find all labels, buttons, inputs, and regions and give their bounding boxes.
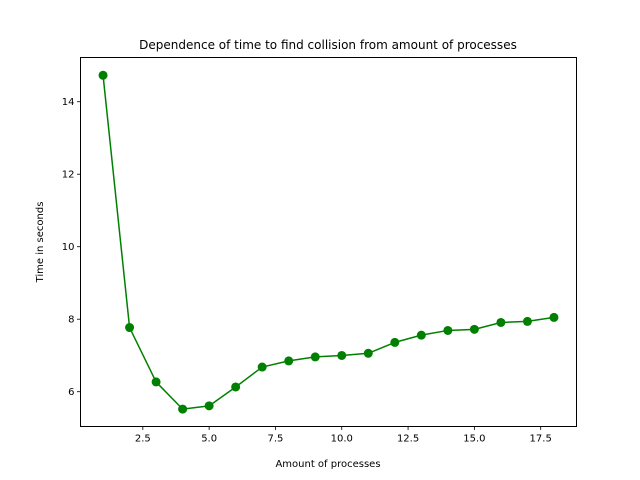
- y-tick-label: 8: [68, 315, 74, 326]
- data-point: [98, 70, 108, 80]
- x-tick-label: 5.0: [201, 434, 217, 445]
- plot-area: [98, 70, 559, 414]
- x-axis-label: Amount of processes: [275, 459, 380, 470]
- plot-frame: [80, 57, 577, 427]
- data-point: [204, 401, 214, 411]
- y-tick-label: 12: [62, 170, 75, 181]
- data-point: [416, 330, 426, 340]
- x-tick-label: 15.0: [463, 434, 485, 445]
- series-line: [102, 75, 555, 410]
- x-tick-label: 17.5: [530, 434, 552, 445]
- x-tick-label: 7.5: [267, 434, 283, 445]
- data-point: [231, 382, 241, 392]
- data-point: [257, 362, 267, 372]
- y-tick-label: 14: [62, 97, 75, 108]
- data-point: [310, 352, 320, 362]
- x-axis: 2.5 5.0 7.5 10.0 12.5 15.0 17.5: [135, 426, 552, 445]
- x-tick-label: 10.0: [331, 434, 353, 445]
- data-point: [496, 317, 506, 327]
- data-point: [151, 377, 161, 387]
- y-tick-label: 10: [62, 242, 75, 253]
- data-point: [469, 324, 479, 334]
- data-point: [522, 316, 532, 326]
- y-tick-label: 6: [68, 387, 74, 398]
- data-point: [337, 350, 347, 360]
- data-point: [363, 348, 373, 358]
- x-tick-label: 2.5: [135, 434, 151, 445]
- y-axis-label: Time in seconds: [35, 202, 46, 284]
- y-axis: 6 8 10 12 14: [62, 97, 81, 398]
- data-point: [125, 323, 135, 333]
- data-point: [549, 312, 559, 322]
- x-tick-label: 12.5: [397, 434, 419, 445]
- data-point: [178, 404, 188, 414]
- data-point: [443, 325, 453, 335]
- data-point: [284, 356, 294, 366]
- data-point: [390, 337, 400, 347]
- chart-title: Dependence of time to find collision fro…: [139, 38, 517, 52]
